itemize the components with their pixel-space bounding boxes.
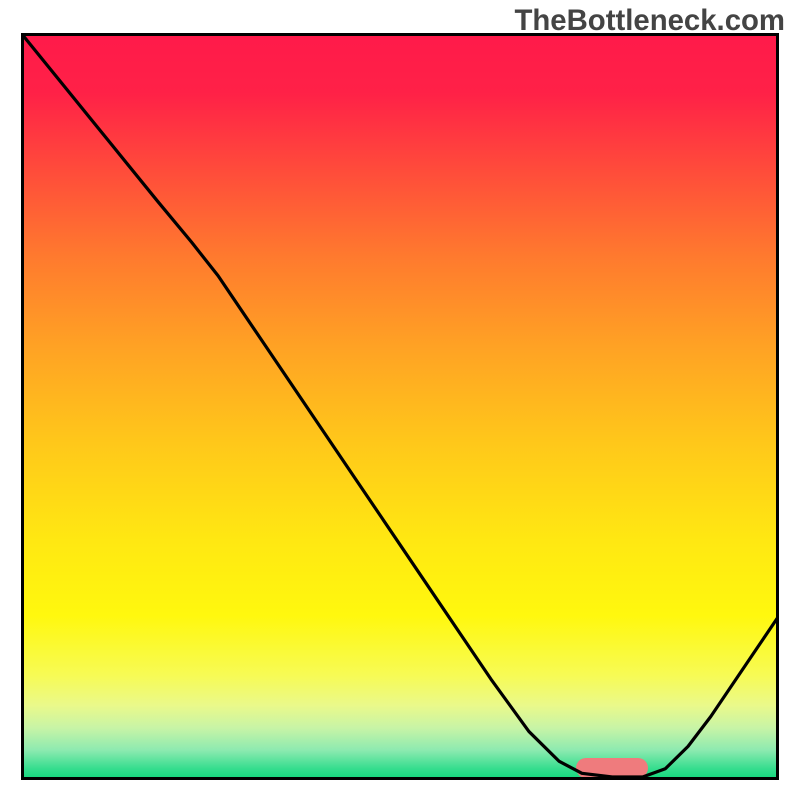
curve-layer (21, 33, 779, 780)
chart-root: TheBottleneck.com (0, 0, 800, 800)
plot-area (21, 33, 779, 780)
bottleneck-curve (21, 33, 779, 777)
